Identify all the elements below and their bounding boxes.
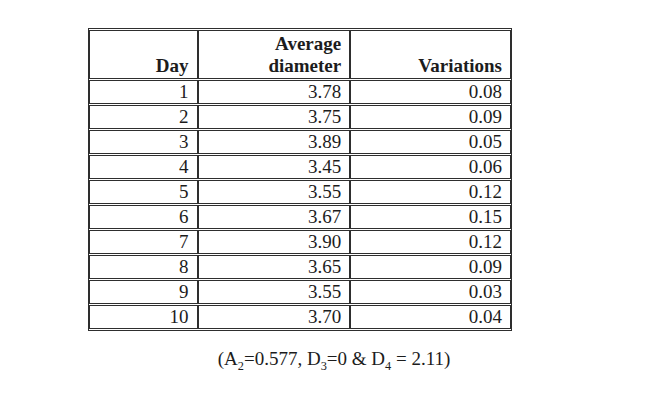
cell-day: 6 [89, 205, 198, 229]
note-part: (A [218, 348, 238, 369]
cell-variations: 0.09 [350, 255, 511, 279]
control-chart-data-table: Day Average diameter Variations 1 3.78 0… [88, 28, 512, 331]
cell-day: 5 [89, 180, 198, 204]
table-row: 8 3.65 0.09 [89, 255, 511, 279]
constants-note: (A2=0.577, D3=0 & D4 = 2.11) [0, 348, 668, 370]
table-row: 10 3.70 0.04 [89, 305, 511, 329]
header-day-label: Day [92, 55, 189, 77]
header-average-diameter: Average diameter [198, 30, 351, 79]
cell-average-diameter: 3.78 [198, 80, 351, 104]
cell-variations: 0.12 [350, 230, 511, 254]
cell-day: 10 [89, 305, 198, 329]
table-row: 6 3.67 0.15 [89, 205, 511, 229]
cell-average-diameter: 3.67 [198, 205, 351, 229]
cell-average-diameter: 3.55 [198, 280, 351, 304]
table-row: 7 3.90 0.12 [89, 230, 511, 254]
cell-average-diameter: 3.89 [198, 130, 351, 154]
note-part: =0 & D [327, 348, 385, 369]
table-row: 5 3.55 0.12 [89, 180, 511, 204]
cell-variations: 0.09 [350, 105, 511, 129]
table-row: 4 3.45 0.06 [89, 155, 511, 179]
cell-variations: 0.03 [350, 280, 511, 304]
cell-variations: 0.05 [350, 130, 511, 154]
cell-average-diameter: 3.45 [198, 155, 351, 179]
cell-day: 1 [89, 80, 198, 104]
table-row: 1 3.78 0.08 [89, 80, 511, 104]
header-variations: Variations [350, 30, 511, 79]
cell-average-diameter: 3.55 [198, 180, 351, 204]
cell-average-diameter: 3.65 [198, 255, 351, 279]
cell-day: 4 [89, 155, 198, 179]
cell-day: 8 [89, 255, 198, 279]
cell-day: 3 [89, 130, 198, 154]
header-average-line2: diameter [201, 55, 342, 77]
header-variations-label: Variations [353, 55, 502, 77]
cell-day: 7 [89, 230, 198, 254]
cell-day: 2 [89, 105, 198, 129]
cell-day: 9 [89, 280, 198, 304]
note-part: =0.577, D [244, 348, 321, 369]
header-day: Day [89, 30, 198, 79]
table-row: 3 3.89 0.05 [89, 130, 511, 154]
cell-average-diameter: 3.70 [198, 305, 351, 329]
cell-variations: 0.12 [350, 180, 511, 204]
cell-average-diameter: 3.75 [198, 105, 351, 129]
document-page: Day Average diameter Variations 1 3.78 0… [0, 0, 668, 408]
cell-variations: 0.04 [350, 305, 511, 329]
header-row: Day Average diameter Variations [89, 30, 511, 79]
table-row: 2 3.75 0.09 [89, 105, 511, 129]
table-row: 9 3.55 0.03 [89, 280, 511, 304]
cell-variations: 0.06 [350, 155, 511, 179]
header-average-line1: Average [201, 33, 342, 55]
cell-variations: 0.08 [350, 80, 511, 104]
cell-average-diameter: 3.90 [198, 230, 351, 254]
note-part: = 2.11) [391, 348, 450, 369]
cell-variations: 0.15 [350, 205, 511, 229]
